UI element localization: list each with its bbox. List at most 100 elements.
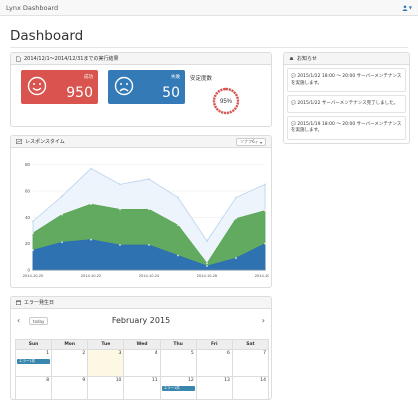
data-point bbox=[32, 220, 34, 223]
error-event[interactable]: エラー1件 bbox=[161, 386, 195, 391]
page-title: Dashboard bbox=[10, 28, 84, 44]
data-point bbox=[61, 241, 63, 244]
calendar-day[interactable]: 5 bbox=[159, 349, 197, 377]
comment-icon: 💬 bbox=[291, 73, 296, 78]
weekday-header: Wed bbox=[123, 339, 161, 350]
options-dropdown-label: ソナフ6ィ bbox=[240, 139, 259, 144]
x-tick-label: 2014-10-20 bbox=[23, 273, 44, 278]
calendar-day[interactable]: 7 bbox=[231, 349, 270, 377]
caret-down-icon: ▼ bbox=[408, 5, 412, 10]
notice-text: 2015/1/22 18:00 ～ 20:00 サーバーメンテナンスを実施します… bbox=[291, 74, 402, 86]
day-number: 7 bbox=[263, 351, 266, 356]
data-point bbox=[148, 244, 150, 246]
data-point bbox=[90, 203, 92, 206]
calendar-grid: Sun Mon Tue Wed Thu Fri Sat 1 エラー1件 2 3 4… bbox=[14, 339, 270, 399]
stability-label: 安定度数 bbox=[190, 76, 213, 82]
success-stat: 成功 950 bbox=[21, 70, 98, 104]
calendar-icon bbox=[16, 300, 21, 305]
data-point bbox=[235, 196, 237, 199]
notice-item[interactable]: 💬 2015/1/19 18:00 ～ 20:00 サーバーメンテナンスを実施し… bbox=[287, 115, 406, 140]
day-number: 9 bbox=[82, 378, 86, 383]
calendar-day[interactable]: 14 bbox=[231, 376, 270, 399]
notice-panel-title: お知らせ bbox=[297, 56, 317, 62]
data-point bbox=[235, 257, 237, 260]
calendar-day[interactable]: 13 bbox=[195, 376, 233, 399]
calendar-day[interactable]: 11 bbox=[123, 376, 161, 399]
chevron-left-icon[interactable]: ‹ bbox=[17, 316, 21, 325]
y-tick-label: 0 bbox=[27, 268, 30, 273]
data-point bbox=[264, 242, 266, 245]
data-point bbox=[61, 195, 63, 198]
day-number: 12 bbox=[187, 378, 194, 383]
data-point bbox=[90, 238, 92, 241]
document-icon bbox=[16, 55, 21, 62]
notice-text: 2015/1/22 サーバーメンテナンス完了しました。 bbox=[297, 101, 399, 106]
notice-panel: お知らせ 💬 2015/1/22 18:00 ～ 20:00 サーバーメンテナン… bbox=[283, 52, 410, 144]
day-number: 14 bbox=[260, 378, 266, 383]
calendar-day-today[interactable]: 3 bbox=[87, 349, 125, 377]
weekday-header: Sat bbox=[231, 339, 270, 350]
data-point bbox=[119, 208, 121, 211]
success-label: 成功 bbox=[84, 75, 93, 80]
bell-icon bbox=[289, 57, 294, 60]
x-tick-label: 2014-10-26 bbox=[197, 273, 218, 278]
calendar-day[interactable]: 6 bbox=[195, 349, 233, 377]
data-point bbox=[119, 244, 121, 246]
calendar-panel-title: エラー発生日 bbox=[24, 300, 55, 306]
notice-item[interactable]: 💬 2015/1/22 18:00 ～ 20:00 サーバーメンテナンスを実施し… bbox=[287, 68, 406, 92]
data-point bbox=[177, 254, 179, 257]
response-time-panel: レスポンスタイム ソナフ6ィ ▾ 0 20 40 60 80 2014-10-20 2014… bbox=[10, 135, 272, 288]
day-number: 4 bbox=[154, 351, 158, 356]
response-panel-heading: レスポンスタイム ソナフ6ィ ▾ bbox=[11, 136, 271, 148]
summary-panel: 2014/12/1～2014/12/31までの実行結果 成功 950 失敗 50… bbox=[10, 52, 272, 127]
user-icon bbox=[402, 4, 408, 11]
caret-down-icon: ▾ bbox=[259, 139, 262, 145]
frown-icon bbox=[114, 76, 134, 96]
calendar-panel-heading: エラー発生日 bbox=[11, 297, 271, 309]
calendar-day[interactable]: 4 bbox=[123, 349, 161, 377]
weekday-header: Fri bbox=[195, 339, 233, 350]
day-number: 13 bbox=[224, 378, 230, 383]
chevron-right-icon[interactable]: › bbox=[261, 316, 265, 325]
y-tick-label: 40 bbox=[25, 215, 31, 220]
data-point bbox=[206, 265, 208, 267]
calendar-day[interactable]: 10 bbox=[87, 376, 125, 399]
calendar-day[interactable]: 12 エラー1件 bbox=[159, 376, 197, 399]
failure-value: 50 bbox=[162, 85, 180, 101]
failure-stat: 失敗 50 bbox=[108, 70, 185, 104]
today-button[interactable]: today bbox=[29, 317, 49, 325]
weekday-header: Thu bbox=[159, 339, 197, 350]
data-point bbox=[90, 167, 92, 170]
summary-panel-title: 2014/12/1～2014/12/31までの実行結果 bbox=[24, 56, 119, 62]
error-calendar-panel: エラー発生日 ‹ today February 2015 › Sun Mon T… bbox=[10, 296, 272, 400]
data-point bbox=[148, 208, 150, 211]
calendar-day[interactable]: 9 bbox=[51, 376, 89, 399]
data-point bbox=[148, 178, 150, 180]
calendar-day[interactable]: 2 bbox=[51, 349, 89, 377]
calendar-day[interactable]: 8 bbox=[14, 376, 53, 399]
error-event[interactable]: エラー1件 bbox=[17, 359, 51, 364]
summary-panel-heading: 2014/12/1～2014/12/31までの実行結果 bbox=[11, 53, 271, 65]
day-number: 1 bbox=[46, 351, 50, 356]
notice-item[interactable]: 💬 2015/1/22 サーバーメンテナンス完了しました。 bbox=[287, 95, 406, 113]
data-point bbox=[235, 217, 237, 220]
x-tick-label: 2014-10-28 bbox=[255, 273, 269, 278]
data-point bbox=[119, 183, 121, 186]
data-point bbox=[32, 232, 34, 235]
brand[interactable]: Lynx Dashboard bbox=[6, 3, 59, 12]
comment-icon: 💬 bbox=[291, 100, 296, 105]
stability-gauge: 95% bbox=[212, 87, 240, 115]
calendar-day[interactable]: 1 エラー1件 bbox=[14, 349, 53, 377]
day-number: 11 bbox=[151, 378, 158, 383]
day-number: 8 bbox=[46, 378, 50, 383]
day-number: 10 bbox=[115, 378, 122, 383]
x-tick-label: 2014-10-24 bbox=[139, 273, 160, 278]
y-tick-label: 20 bbox=[25, 241, 31, 246]
data-point bbox=[206, 262, 208, 265]
day-number: 5 bbox=[190, 351, 194, 356]
chart-icon bbox=[16, 139, 22, 144]
user-menu[interactable]: ▼ bbox=[402, 4, 412, 11]
options-dropdown[interactable]: ソナフ6ィ ▾ bbox=[236, 138, 266, 146]
response-panel-title: レスポンスタイム bbox=[25, 139, 65, 145]
failure-label: 失敗 bbox=[171, 75, 180, 80]
